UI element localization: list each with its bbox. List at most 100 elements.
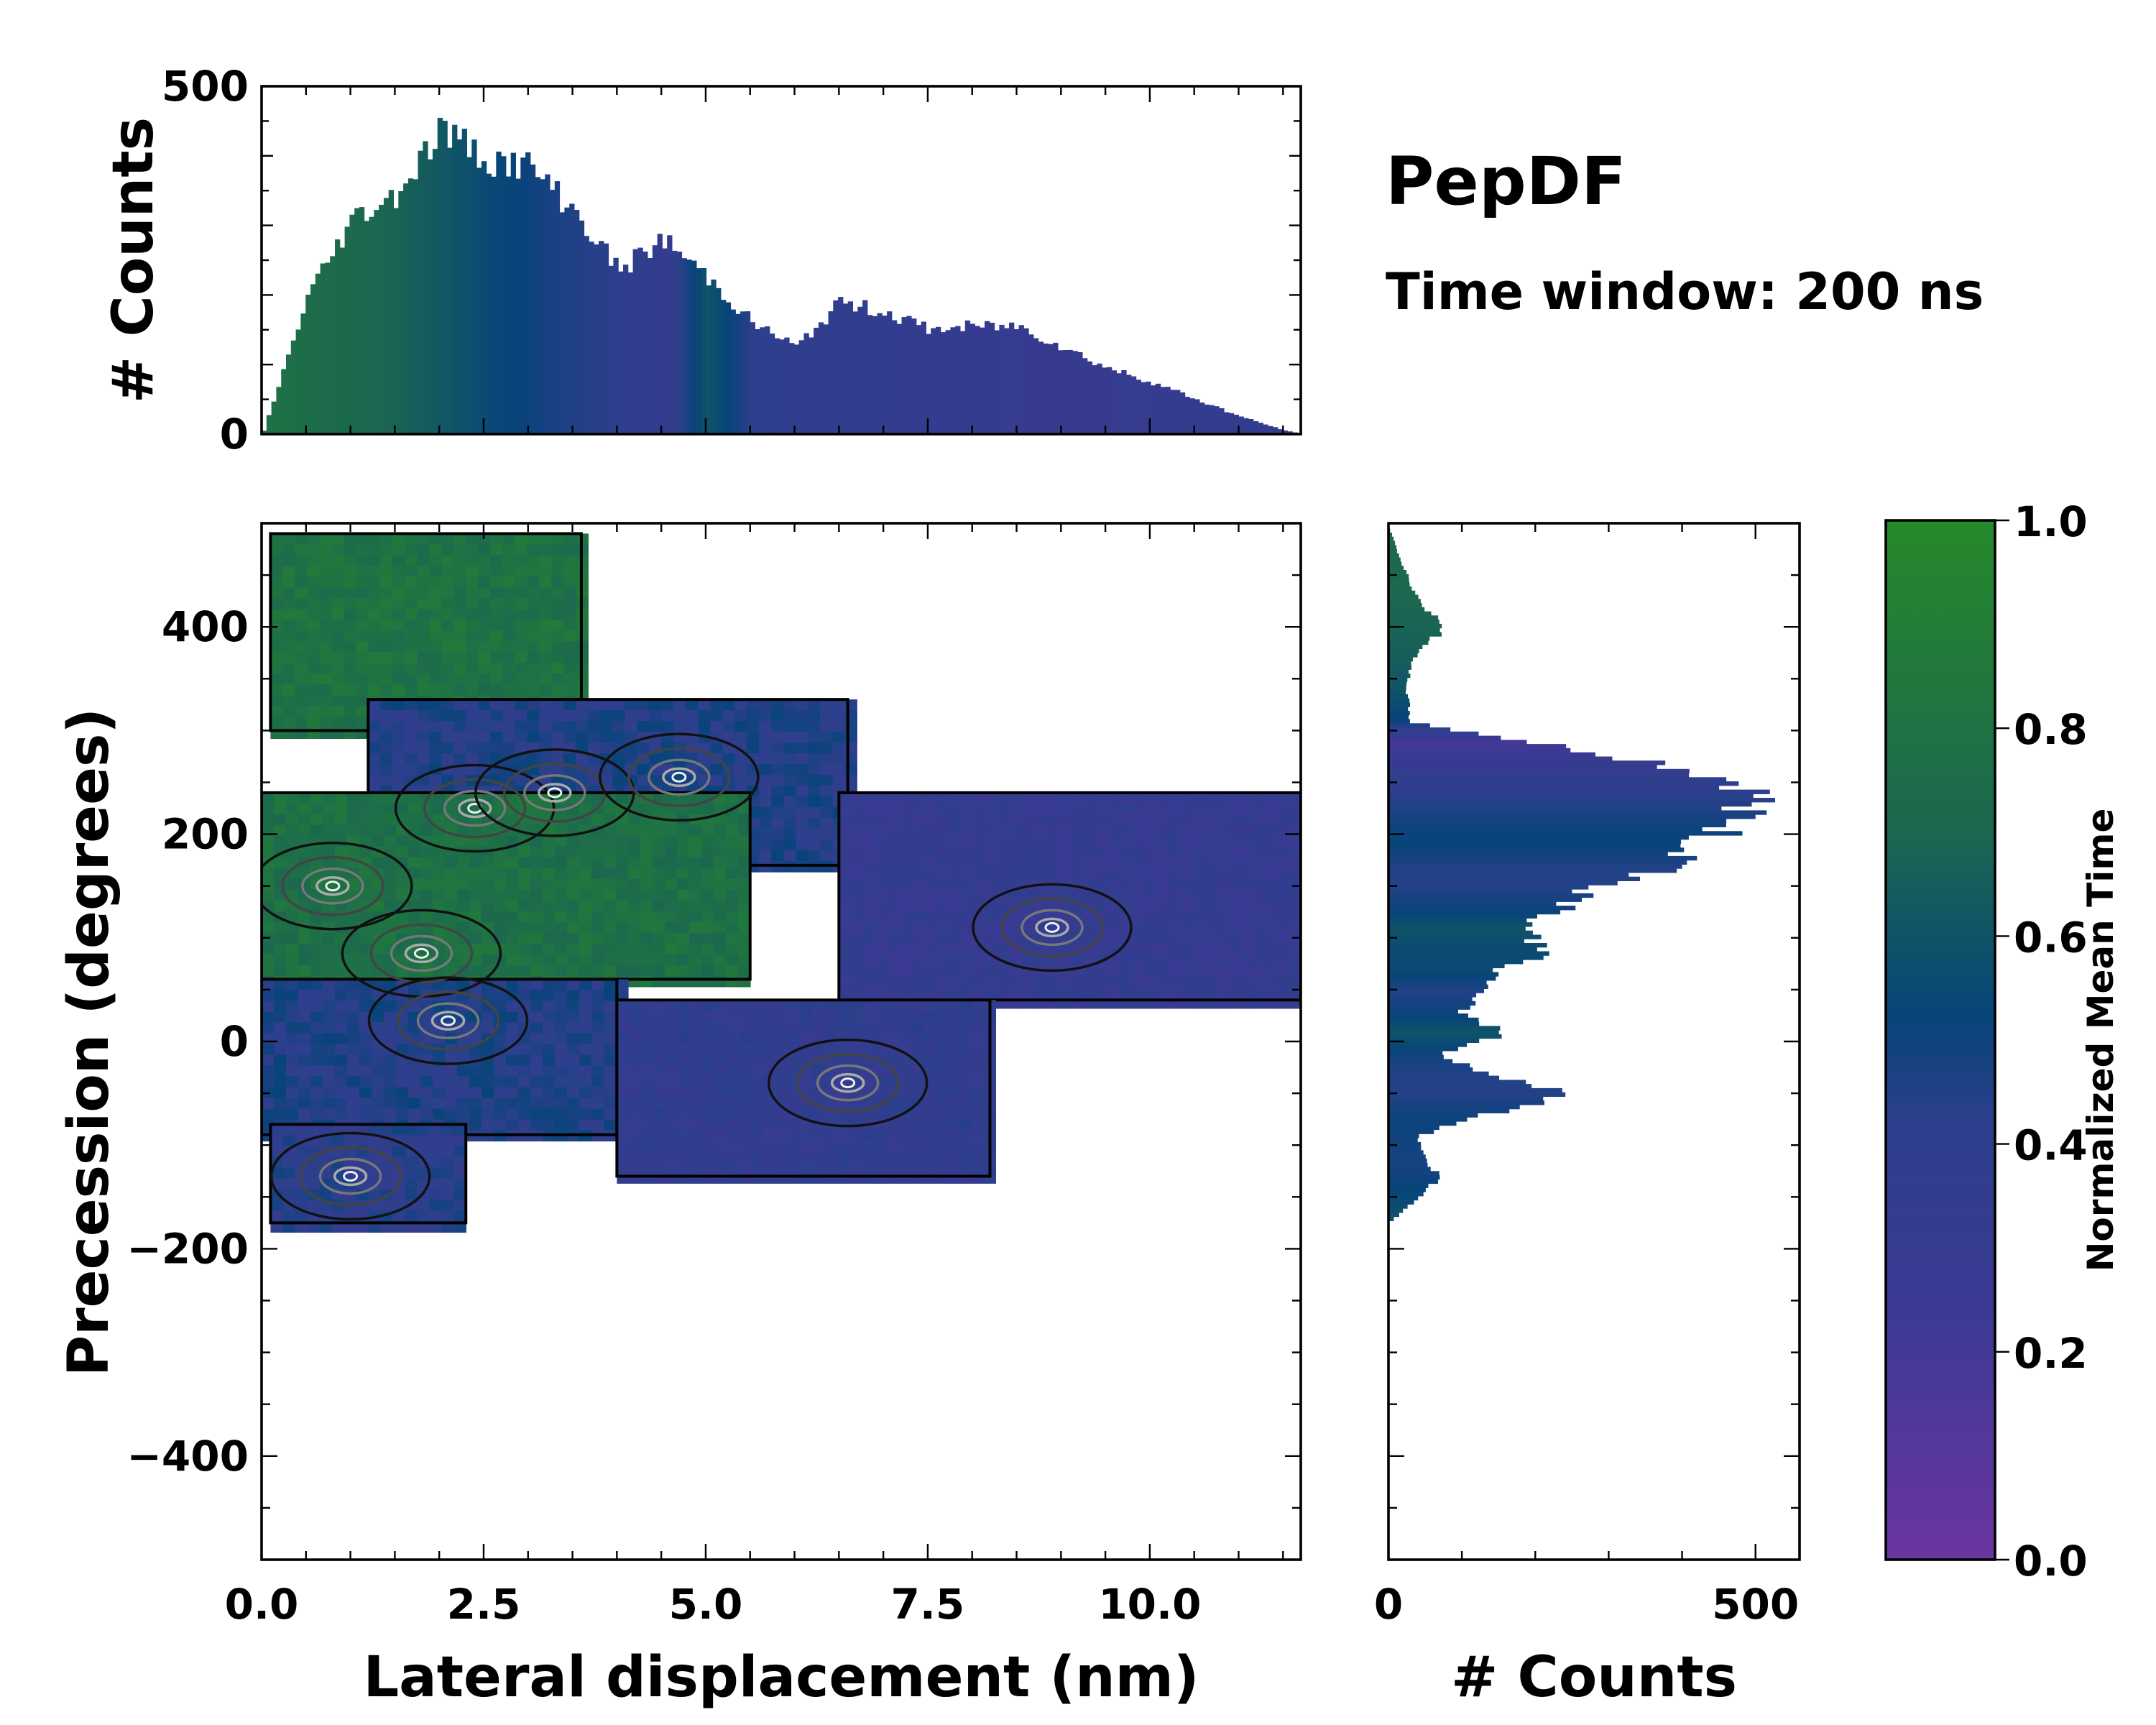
heatmap-cell bbox=[441, 630, 454, 642]
heatmap-cell bbox=[1279, 911, 1291, 923]
heatmap-cell bbox=[1242, 890, 1255, 901]
heatmap-cell bbox=[502, 732, 515, 743]
heatmap-cell bbox=[1254, 965, 1267, 977]
top-histogram-ylabel: # Counts bbox=[101, 117, 166, 403]
heatmap-cell bbox=[936, 825, 949, 837]
heatmap-cell bbox=[616, 965, 629, 977]
heatmap-cell bbox=[783, 721, 796, 732]
heatmap-cell bbox=[396, 1034, 409, 1045]
heatmap-cell bbox=[1169, 965, 1181, 977]
top-histogram-bar bbox=[545, 175, 550, 434]
heatmap-cell bbox=[282, 663, 295, 674]
heatmap-cell bbox=[298, 1066, 311, 1077]
heatmap-cell bbox=[775, 1118, 788, 1130]
heatmap-cell bbox=[518, 890, 531, 901]
heatmap-cell bbox=[567, 965, 580, 977]
heatmap-cell bbox=[678, 1043, 691, 1054]
heatmap-cell bbox=[282, 620, 295, 631]
heatmap-cell bbox=[478, 673, 491, 685]
heatmap-cell bbox=[1205, 890, 1218, 901]
heatmap-cell bbox=[628, 922, 641, 934]
heatmap-cell bbox=[429, 1200, 442, 1211]
heatmap-cell bbox=[310, 1098, 323, 1110]
heatmap-cell bbox=[677, 825, 690, 837]
right-histogram-bar bbox=[1388, 1009, 1458, 1013]
heatmap-cell bbox=[478, 710, 491, 722]
heatmap-cell bbox=[959, 1162, 972, 1173]
heatmap-cell bbox=[612, 699, 625, 711]
right-histogram-bar bbox=[1388, 707, 1408, 711]
heatmap-cell bbox=[796, 710, 808, 722]
heatmap-cell bbox=[417, 742, 430, 754]
heatmap-cell bbox=[910, 1086, 923, 1098]
heatmap-cell bbox=[417, 1124, 430, 1136]
heatmap-cell bbox=[1217, 857, 1230, 869]
heatmap-cell bbox=[783, 775, 796, 786]
top-histogram-bar bbox=[1023, 328, 1028, 434]
heatmap-cell bbox=[959, 1108, 972, 1119]
heatmap-cell bbox=[543, 890, 556, 901]
top-histogram-bar bbox=[780, 339, 785, 434]
heatmap-cell bbox=[763, 1032, 776, 1044]
heatmap-cell bbox=[1169, 793, 1181, 804]
heatmap-cell bbox=[973, 847, 986, 858]
heatmap-cell bbox=[518, 1087, 531, 1099]
heatmap-cell bbox=[530, 1066, 543, 1077]
right-histogram-bar bbox=[1388, 1179, 1438, 1184]
heatmap-cell bbox=[653, 879, 665, 891]
heatmap-cell bbox=[502, 742, 515, 754]
heatmap-cell bbox=[1217, 901, 1230, 912]
heatmap-cell bbox=[973, 868, 986, 880]
right-histogram-bar bbox=[1388, 910, 1560, 914]
heatmap-cell bbox=[555, 868, 568, 880]
right-histogram-bar bbox=[1388, 877, 1640, 881]
heatmap-cell bbox=[457, 922, 470, 934]
heatmap-cell bbox=[808, 753, 821, 765]
heatmap-cell bbox=[408, 793, 421, 804]
top-histogram-bar bbox=[711, 280, 716, 434]
heatmap-cell bbox=[783, 710, 796, 722]
heatmap-cell bbox=[653, 1162, 666, 1173]
heatmap-cell bbox=[298, 1077, 311, 1088]
heatmap-cell bbox=[936, 933, 949, 944]
heatmap-cell bbox=[617, 1032, 630, 1044]
right-histogram-bar bbox=[1388, 926, 1526, 931]
heatmap-cell bbox=[612, 710, 625, 722]
heatmap-cell bbox=[270, 673, 283, 685]
heatmap-cell bbox=[417, 641, 430, 653]
heatmap-cell bbox=[441, 1156, 454, 1168]
heatmap-cell bbox=[405, 663, 418, 674]
top-histogram-bar bbox=[286, 354, 291, 434]
heatmap-cell bbox=[924, 847, 937, 858]
heatmap-cell bbox=[759, 775, 772, 786]
heatmap-cell bbox=[912, 814, 925, 826]
heatmap-cell bbox=[1266, 987, 1279, 998]
heatmap-cell bbox=[502, 555, 515, 566]
heatmap-cell bbox=[567, 868, 580, 880]
heatmap-cell bbox=[490, 533, 503, 545]
heatmap-cell bbox=[368, 699, 381, 711]
heatmap-cell bbox=[433, 879, 446, 891]
heatmap-cell bbox=[690, 1140, 703, 1151]
heatmap-cell bbox=[971, 1011, 984, 1022]
heatmap-cell bbox=[1107, 847, 1120, 858]
heatmap-cell bbox=[820, 775, 833, 786]
top-histogram-bar bbox=[731, 310, 736, 434]
heatmap-cell bbox=[888, 933, 900, 944]
heatmap-cell bbox=[1169, 868, 1181, 880]
heatmap-cell bbox=[457, 1098, 470, 1110]
top-histogram-bar bbox=[872, 316, 877, 434]
heatmap-cell bbox=[1181, 825, 1194, 837]
heatmap-cell bbox=[1010, 836, 1023, 847]
heatmap-cell bbox=[1254, 922, 1267, 934]
heatmap-cell bbox=[653, 976, 665, 988]
heatmap-cell bbox=[1034, 857, 1047, 869]
top-histogram-bar bbox=[637, 248, 642, 434]
heatmap-cell bbox=[368, 576, 381, 588]
heatmap-cell bbox=[319, 533, 332, 545]
heatmap-cell bbox=[282, 695, 295, 707]
heatmap-cell bbox=[759, 861, 772, 873]
top-histogram-bar bbox=[1087, 362, 1092, 434]
top-histogram-bar bbox=[946, 330, 951, 434]
heatmap-cell bbox=[1279, 965, 1291, 977]
